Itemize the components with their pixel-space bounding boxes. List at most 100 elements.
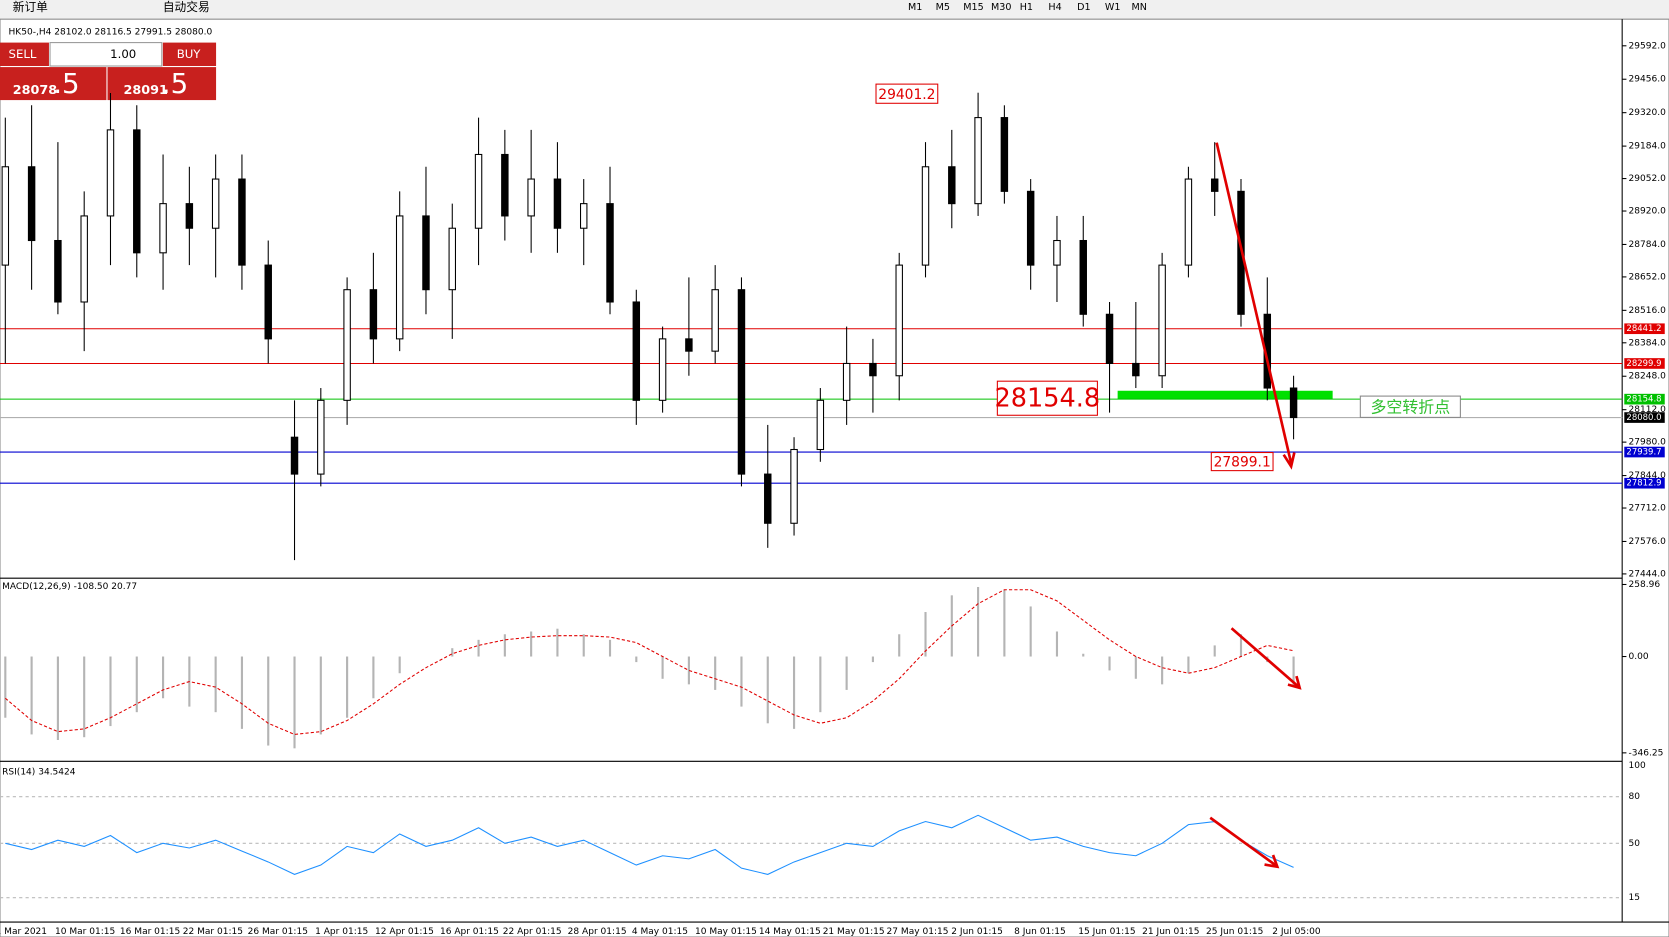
price-level-label: 27939.7 (1626, 448, 1661, 458)
candle-body (1, 166, 10, 266)
annotation-box (1359, 395, 1461, 418)
macd-bar (1161, 656, 1164, 685)
candle-body (343, 289, 351, 401)
buy-label[interactable]: BUY (177, 47, 202, 61)
toolbar (0, 0, 1669, 20)
macd-bar (871, 656, 874, 663)
candle-body (264, 264, 272, 340)
candle-body (1079, 239, 1087, 315)
volume-value[interactable]: 1.00 (110, 47, 136, 61)
y-tick-label: 27712.0 (1629, 504, 1667, 514)
timeframe-button[interactable]: M1 (908, 2, 922, 13)
sell-button[interactable] (0, 42, 49, 67)
auto-trading-button[interactable]: 自动交易 (163, 0, 210, 14)
annotation-box (996, 380, 1098, 416)
candle-body (27, 166, 36, 242)
y-tick-label: 29184.0 (1629, 142, 1667, 152)
x-tick-label: 28 Apr 01:15 (568, 927, 627, 937)
chart-area (0, 18, 1669, 937)
macd-bar (56, 656, 59, 740)
annotation-label: 28154.8 (995, 383, 1101, 413)
macd-bar (687, 656, 690, 685)
timeframe-button[interactable]: M5 (936, 2, 950, 13)
candle-body (448, 227, 456, 291)
price-level-tag (1624, 393, 1665, 405)
sell-price-fraction: .5 (53, 67, 79, 100)
candle-body (290, 436, 299, 475)
candle-body (211, 178, 220, 229)
candle-body (133, 129, 141, 254)
y-tick-label: 27444.0 (1629, 569, 1667, 579)
macd-bar (319, 656, 322, 735)
new-order-button[interactable]: 新订单 (13, 0, 48, 14)
candle-body (1210, 178, 1219, 192)
y-tick-label: 29320.0 (1629, 108, 1667, 118)
x-tick-label: 2 Jul 05:00 (1272, 927, 1321, 937)
timeframe-button[interactable]: W1 (1105, 2, 1121, 13)
candle-body (317, 399, 325, 475)
price-level-label: 28154.8 (1626, 395, 1661, 405)
x-tick-label: 27 May 01:15 (887, 927, 949, 937)
candle-body (422, 215, 430, 291)
macd-bar (1134, 656, 1137, 679)
sell-label[interactable]: SELL (9, 47, 37, 61)
macd-arrow (1230, 627, 1300, 688)
price-level-tag (1624, 446, 1665, 458)
annotation-box (875, 83, 939, 104)
timeframe-button[interactable]: H1 (1020, 2, 1033, 13)
candle-body (869, 362, 877, 377)
timeframe-button[interactable]: H4 (1048, 2, 1061, 13)
timeframe-button[interactable]: M15 (963, 2, 983, 13)
x-tick-label: 26 Mar 01:15 (248, 927, 308, 937)
price-level-tag (1624, 358, 1665, 369)
macd-bar (977, 586, 980, 657)
symbol-info: HK50-,H4 28102.0 28116.5 27991.5 28080.0 (9, 27, 213, 37)
x-tick-label: 21 May 01:15 (823, 927, 885, 937)
candle-body (974, 117, 982, 205)
macd-bar (635, 656, 638, 663)
y-tick-label: 27980.0 (1629, 438, 1667, 448)
candle-body (921, 166, 930, 266)
timeframe-button[interactable]: MN (1131, 2, 1146, 13)
macd-bar (267, 656, 270, 746)
candle-body (948, 166, 956, 205)
x-tick-label: 2 Jun 01:15 (951, 927, 1003, 937)
x-tick-label: 21 Jun 01:15 (1142, 927, 1199, 937)
buy-button[interactable] (162, 42, 217, 67)
macd-bar (1108, 656, 1111, 671)
macd-bar (109, 656, 112, 727)
macd-bar (924, 612, 927, 657)
price-level-label: 28080.0 (1626, 413, 1661, 423)
volume-input[interactable] (49, 42, 163, 67)
macd-bar (503, 634, 506, 657)
buy-price-box[interactable] (107, 67, 217, 101)
y-tick-label: 0.00 (1629, 652, 1649, 662)
price-level-label: 28299.9 (1626, 359, 1661, 369)
timeframe-button[interactable]: M30 (991, 2, 1011, 13)
price-level-label: 27812.9 (1626, 479, 1661, 489)
candle-body (1289, 387, 1298, 419)
macd-bar (1292, 656, 1295, 687)
candle-body (579, 203, 588, 229)
macd-bar (530, 631, 533, 657)
timeframe-button[interactable]: D1 (1077, 2, 1090, 13)
macd-bar (582, 634, 585, 657)
candle-body (790, 448, 798, 524)
candle-body (159, 203, 167, 254)
macd-bar (661, 656, 664, 679)
macd-bar (1187, 656, 1190, 674)
y-tick-label: 15 (1629, 893, 1640, 903)
macd-bar (162, 656, 165, 699)
rsi-line (5, 814, 1294, 875)
price-level-tag (1624, 323, 1665, 335)
macd-bar (240, 656, 244, 729)
y-tick-label: 28384.0 (1629, 338, 1667, 348)
y-tick-label: 28516.0 (1629, 306, 1667, 316)
x-tick-label: 25 Jun 01:15 (1206, 927, 1263, 937)
candle-body (711, 289, 719, 352)
candle-body (606, 203, 614, 303)
sell-price-box[interactable] (0, 67, 107, 101)
y-tick-label: 28920.0 (1629, 207, 1667, 217)
macd-bar (714, 656, 717, 690)
